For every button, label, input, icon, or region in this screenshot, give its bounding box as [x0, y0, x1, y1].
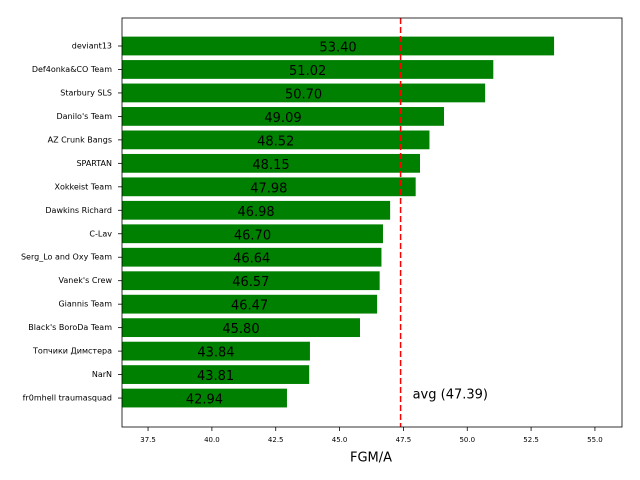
value-label: 49.09 [264, 111, 301, 126]
x-tick-label: 37.5 [140, 436, 156, 444]
y-tick-label: Giannis Team [58, 300, 112, 309]
y-tick-label: Starbury SLS [60, 88, 112, 97]
y-tick-label: Dawkins Richard [45, 206, 112, 215]
bar [122, 341, 310, 361]
value-label: 42.94 [186, 393, 223, 408]
y-tick-label: Vanek's Crew [59, 276, 113, 285]
x-tick-label: 42.5 [268, 436, 284, 444]
bar [122, 153, 421, 173]
x-tick-label: 55.0 [587, 436, 603, 444]
y-tick-label: C-Lav [89, 229, 112, 238]
value-label: 46.64 [233, 252, 270, 267]
y-tick-label: deviant13 [72, 42, 112, 51]
y-tick-label: Black's BoroDa Team [28, 323, 112, 332]
value-label: 43.84 [197, 346, 234, 361]
y-tick-label: Danilo's Team [56, 112, 112, 121]
bar [122, 247, 382, 267]
value-label: 51.02 [289, 64, 326, 79]
x-tick-label: 45.0 [332, 436, 348, 444]
y-tick-label: SPARTAN [76, 159, 112, 168]
y-tick-label: Def4onka&CO Team [32, 65, 112, 74]
value-label: 46.70 [234, 228, 271, 243]
x-tick-label: 40.0 [204, 436, 220, 444]
bar [122, 130, 430, 150]
bar [122, 177, 416, 197]
bar [122, 36, 555, 56]
bar [122, 224, 383, 244]
x-tick-label: 52.5 [523, 436, 539, 444]
value-label: 48.52 [257, 134, 294, 149]
value-label: 48.15 [252, 158, 289, 173]
bar [122, 318, 360, 338]
y-tick-label: NarN [92, 370, 112, 379]
average-label: avg (47.39) [413, 388, 488, 403]
bar [122, 365, 310, 384]
x-axis-label: FGM/A [350, 451, 392, 466]
bar [122, 200, 391, 220]
y-tick-label: AZ Crunk Bangs [48, 135, 112, 144]
bar [122, 388, 287, 408]
value-label: 50.70 [285, 87, 322, 102]
value-label: 47.98 [250, 181, 287, 196]
value-label: 46.98 [237, 205, 274, 220]
bar [122, 294, 378, 314]
y-tick-label: fr0mhell traumasquad [23, 394, 112, 403]
x-tick-label: 50.0 [459, 436, 475, 444]
y-tick-label: Xokkeist Team [55, 182, 113, 191]
value-label: 45.80 [222, 322, 259, 337]
y-tick-label: Топчики Димстера [32, 347, 112, 356]
y-tick-label: Serg_Lo and Oxy Team [21, 253, 112, 262]
bar [122, 271, 380, 291]
bar [122, 107, 445, 126]
value-label: 46.57 [232, 275, 269, 290]
plot-frame [121, 17, 623, 428]
value-label: 43.81 [197, 369, 234, 384]
bar [122, 83, 486, 103]
value-label: 53.40 [319, 41, 356, 56]
value-label: 46.47 [231, 299, 268, 314]
x-tick-label: 47.5 [396, 436, 412, 444]
